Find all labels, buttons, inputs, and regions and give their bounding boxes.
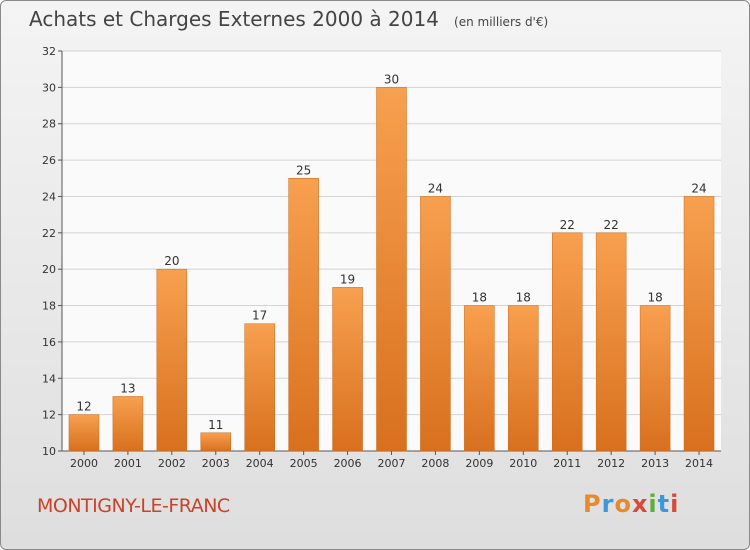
data-label-2005: 25 (296, 163, 311, 177)
chart-title-block: Achats et Charges Externes 2000 à 2014 (… (29, 7, 548, 31)
chart-title: Achats et Charges Externes 2000 à 2014 (29, 7, 439, 31)
bar-2002 (156, 268, 188, 452)
bar-2009 (464, 305, 495, 452)
data-label-2002: 20 (164, 254, 179, 268)
y-tick-label: 16 (42, 336, 56, 349)
data-labels: 12 13 20 11 17 25 19 30 24 18 18 22 22 18 24 (76, 72, 706, 431)
data-label-2014: 24 (691, 181, 706, 195)
y-tick-label: 18 (42, 300, 56, 313)
y-tick-label: 20 (42, 263, 56, 276)
bar-2004 (244, 323, 275, 452)
y-tick-label: 24 (42, 190, 56, 203)
x-tick-label-2010: 2010 (509, 457, 537, 470)
bar-2007 (376, 87, 407, 452)
x-tick-label-2011: 2011 (553, 457, 581, 470)
y-tick-label: 22 (42, 227, 56, 240)
x-tick-labels: 2000 2001 2002 2003 2004 2005 2006 2007 2008 2009… (70, 457, 713, 470)
y-tick-labels: 10 12 14 16 18 20 22 24 26 28 30 32 (42, 45, 56, 458)
logo-letter: x (631, 490, 649, 518)
bar-2010 (508, 305, 539, 452)
bar-2001 (112, 396, 144, 452)
data-label-2009: 18 (472, 291, 487, 305)
x-tick-label-2007: 2007 (378, 457, 406, 470)
logo-letter: i (670, 490, 680, 518)
y-tick-label: 12 (42, 409, 56, 422)
x-tick-label-2003: 2003 (202, 457, 230, 470)
x-tick-label-2000: 2000 (70, 457, 98, 470)
bar-2003 (200, 432, 232, 452)
bar-2005 (288, 178, 319, 452)
logo-letter: r (601, 490, 615, 518)
x-tick-label-2012: 2012 (597, 457, 625, 470)
y-tick-label: 14 (42, 372, 56, 385)
x-tick-label-2006: 2006 (334, 457, 362, 470)
x-tick-label-2013: 2013 (641, 457, 669, 470)
y-tick-label: 28 (42, 118, 56, 131)
data-label-2008: 24 (428, 181, 443, 195)
x-tick-label-2004: 2004 (246, 457, 274, 470)
data-label-2013: 18 (647, 291, 662, 305)
x-tick-label-2008: 2008 (421, 457, 449, 470)
data-label-2010: 18 (516, 291, 531, 305)
logo-letter: t (657, 490, 671, 518)
bar-2006 (332, 287, 363, 452)
bar-2013 (639, 305, 671, 452)
bar-2000 (68, 414, 100, 452)
data-label-2011: 22 (560, 218, 575, 232)
y-tick-label: 32 (42, 45, 56, 58)
bar-2008 (420, 196, 451, 452)
logo-letter: o (614, 490, 632, 518)
bar-2012 (595, 232, 627, 452)
x-tick-label-2014: 2014 (685, 457, 713, 470)
bar-2014 (683, 196, 715, 452)
x-tick-label-2009: 2009 (465, 457, 493, 470)
bar-2011 (551, 232, 583, 452)
logo-letter: P (583, 490, 602, 518)
x-tick-label-2001: 2001 (114, 457, 142, 470)
data-label-2006: 19 (340, 272, 355, 286)
chart-subtitle: (en milliers d'€) (454, 15, 549, 29)
data-label-2001: 13 (120, 381, 135, 395)
y-tick-label: 26 (42, 154, 56, 167)
data-label-2007: 30 (384, 72, 399, 86)
data-label-2003: 11 (208, 418, 223, 432)
logo-letter: i (648, 490, 658, 518)
y-tick-label: 10 (42, 445, 56, 458)
data-label-2004: 17 (252, 309, 267, 323)
proxiti-logo: Proxiti (583, 490, 679, 518)
commune-name: MONTIGNY-LE-FRANC (37, 495, 230, 517)
data-label-2000: 12 (76, 400, 91, 414)
y-tick-label: 30 (42, 81, 56, 94)
bars (68, 87, 715, 452)
data-label-2012: 22 (604, 218, 619, 232)
x-tick-label-2005: 2005 (290, 457, 318, 470)
x-tick-label-2002: 2002 (158, 457, 186, 470)
